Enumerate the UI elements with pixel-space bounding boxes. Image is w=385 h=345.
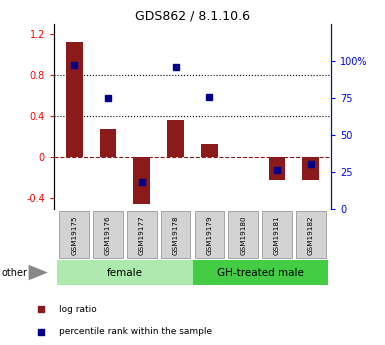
Text: GSM19176: GSM19176 [105,215,111,255]
Text: percentile rank within the sample: percentile rank within the sample [59,327,212,336]
Text: GSM19179: GSM19179 [206,215,213,255]
Text: GSM19182: GSM19182 [308,215,314,255]
FancyBboxPatch shape [194,211,224,258]
Text: GSM19180: GSM19180 [240,215,246,255]
FancyBboxPatch shape [262,211,292,258]
Bar [66,42,83,157]
FancyBboxPatch shape [93,211,123,258]
Text: other: other [2,268,28,277]
Bar [167,119,184,157]
Text: log ratio: log ratio [59,305,96,314]
Text: GH-treated male: GH-treated male [217,268,303,277]
FancyBboxPatch shape [192,260,328,285]
Text: GSM19181: GSM19181 [274,215,280,255]
FancyBboxPatch shape [57,260,192,285]
Text: GSM19177: GSM19177 [139,215,145,255]
Bar [302,157,319,180]
FancyBboxPatch shape [127,211,157,258]
Title: GDS862 / 8.1.10.6: GDS862 / 8.1.10.6 [135,10,250,23]
FancyBboxPatch shape [296,211,326,258]
FancyBboxPatch shape [161,211,191,258]
Polygon shape [28,265,48,280]
Text: female: female [107,268,143,277]
Bar [201,144,218,157]
FancyBboxPatch shape [59,211,89,258]
Text: GSM19178: GSM19178 [172,215,179,255]
Text: GSM19175: GSM19175 [71,215,77,255]
Bar [269,157,285,180]
Bar [100,129,116,157]
FancyBboxPatch shape [228,211,258,258]
Bar [133,157,150,204]
